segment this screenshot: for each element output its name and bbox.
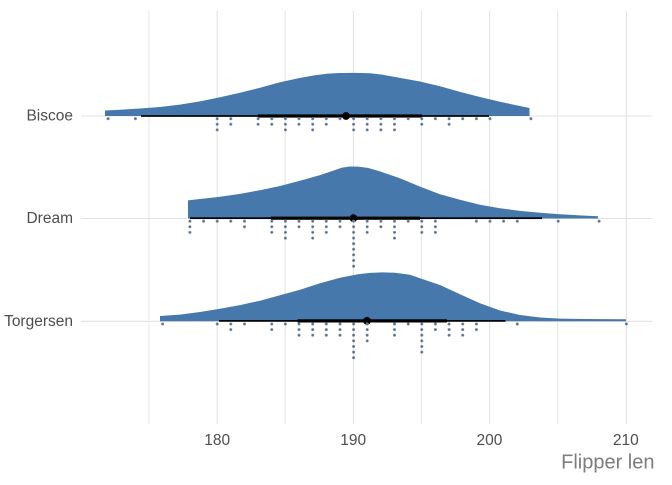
svg-text:Biscoe: Biscoe: [26, 108, 73, 125]
svg-text:190: 190: [340, 432, 366, 449]
svg-text:Dream: Dream: [26, 210, 73, 227]
svg-text:210: 210: [613, 432, 639, 449]
svg-text:Torgersen: Torgersen: [4, 313, 73, 330]
svg-text:180: 180: [204, 432, 230, 449]
svg-text:Flipper len: Flipper len: [561, 452, 654, 474]
svg-text:200: 200: [476, 432, 502, 449]
